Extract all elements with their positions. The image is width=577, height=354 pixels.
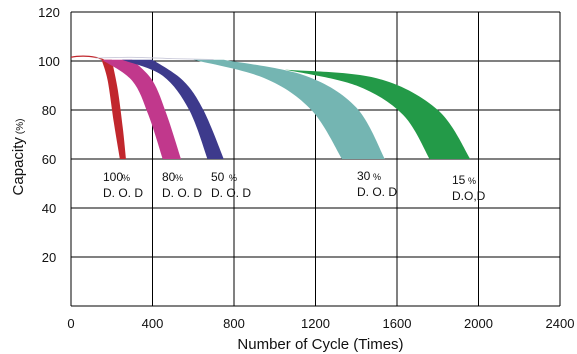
dod-label-30: 30 % D. O. D [357,169,397,199]
dod-band-15 [284,69,471,159]
y-tick-label-120: 120 [38,5,60,20]
dod-label-text: D. O. D [162,186,202,200]
x-axis-title: Number of Cycle (Times) [237,336,403,353]
y-tick-label-80: 80 [42,103,56,118]
dod-label-value: 15 [452,173,466,187]
y-axis-title-unit: (%) [15,119,26,135]
initial-capacity-curve-tail [95,56,214,60]
y-tick-label-60: 60 [42,152,56,167]
x-tick-label-1600: 1600 [383,316,412,331]
y-axis-title: Capacity (%) [10,119,27,196]
dod-label-percent: % [122,173,130,183]
dod-labels: 100% D. O. D 80 % D. O. D 50 % D. O. D 30 % D. O. … [103,169,486,203]
dod-bands [71,55,471,159]
dod-label-text: D.O,D [452,189,486,203]
x-tick-label-800: 800 [223,316,245,331]
dod-label-percent: % [175,173,183,183]
dod-label-percent: % [373,172,381,182]
dod-band-50 [121,59,224,159]
y-tick-label-20: 20 [42,250,56,265]
y-tick-label-100: 100 [38,54,60,69]
y-axis-title-group: Capacity (%) [10,119,27,196]
dod-label-text: D. O. D [103,186,143,200]
x-tick-label-2400: 2400 [546,316,575,331]
dod-label-percent: % [229,173,237,183]
y-axis-title-text: Capacity [10,137,27,196]
tick-labels: 0 400 800 1200 1600 2000 2400 20 40 60 80 100 120 [38,5,574,331]
dod-label-100: 100% D. O. D [103,170,143,200]
dod-label-value: 30 [357,169,371,183]
dod-label-text: D. O. D [211,186,251,200]
dod-band-100 [101,59,126,159]
y-tick-label-40: 40 [42,201,56,216]
x-tick-label-400: 400 [142,316,164,331]
dod-label-text: D. O. D [357,185,397,199]
dod-label-percent: % [468,176,476,186]
x-tick-label-0: 0 [67,316,74,331]
x-tick-label-2000: 2000 [464,316,493,331]
dod-label-value: 100 [103,170,123,184]
dod-label-50: 50 % D. O. D [211,170,251,200]
x-tick-label-1200: 1200 [301,316,330,331]
dod-band-30 [193,59,385,159]
grid-lines [70,11,561,307]
dod-label-value: 80 [162,170,176,184]
dod-label-value: 50 [211,170,225,184]
dod-band-80 [101,59,181,159]
dod-label-15: 15 % D.O,D [452,173,486,203]
dod-label-80: 80 % D. O. D [162,170,202,200]
